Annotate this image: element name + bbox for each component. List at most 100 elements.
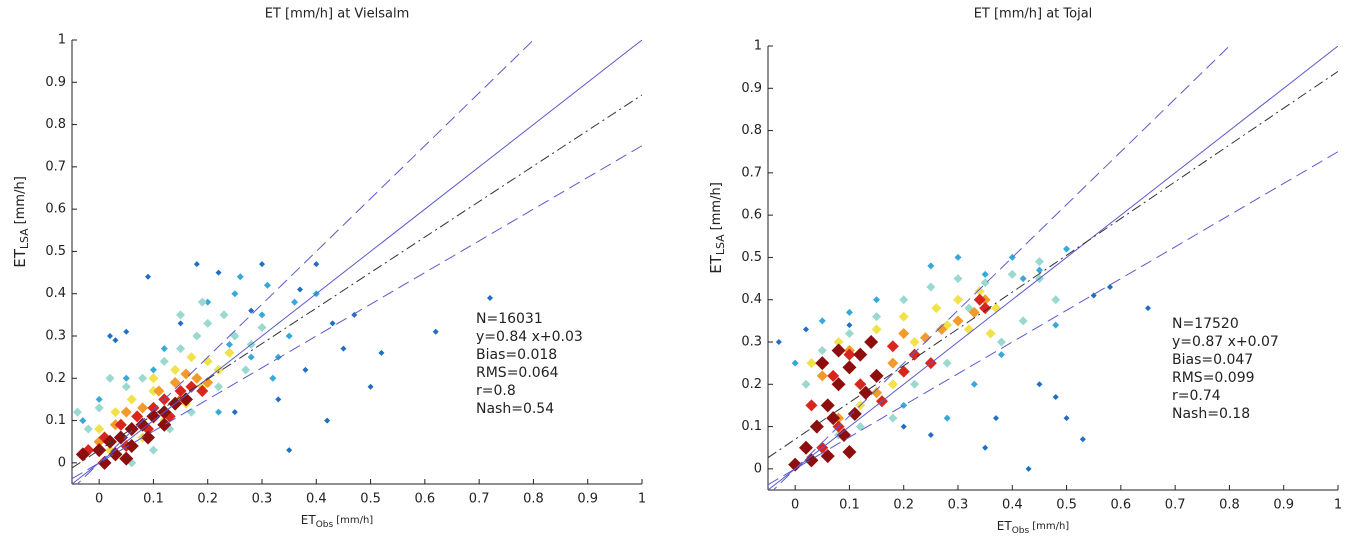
x-tick-label: 0.6 [415,492,436,507]
scatter-point [952,315,964,327]
scatter-point [993,415,999,422]
chart-title: ET [mm/h] at Vielsalm [265,7,410,22]
scatter-point [174,384,187,397]
scatter-point [215,269,222,276]
scatter-point [831,377,846,392]
stats-annotation: RMS=0.099 [1172,370,1255,386]
scatter-point [871,387,883,399]
scatter-point [886,340,899,353]
fit-line [72,40,642,484]
x-tick-label: 0.4 [1002,498,1023,513]
scatter-point [873,296,881,304]
scatter-point [127,458,137,468]
y-tick-label: 0.8 [741,123,762,138]
scatter-point [803,326,809,333]
chart-title: ET [mm/h] at Tojal [974,7,1093,22]
scatter-point [954,253,962,261]
x-tick-label: 0.4 [306,492,327,507]
scatter-point [847,406,862,421]
x-tick-label: 0 [791,498,799,513]
scatter-point [119,451,134,466]
scatter-point [302,366,309,373]
scatter-point [236,273,244,281]
scatter-point [97,455,112,470]
y-label-unit: [mm/h] [709,182,724,230]
x-tick-label: 0.1 [143,492,164,507]
scatter-point [193,261,200,268]
scatter-point [943,414,951,422]
x-tick-label: 0 [95,492,103,507]
scatter-point [203,318,213,328]
scatter-point [313,261,320,268]
scatter-point [202,377,214,389]
scatter-point [979,302,992,315]
stats-annotation: Bias=0.018 [476,347,557,363]
scatter-point [968,306,980,318]
scatter-point [1063,245,1071,253]
scatter-point [927,432,934,439]
scatter-point [145,273,151,280]
scatter-point [263,281,271,289]
scatter-point [1034,257,1044,267]
x-tick-label: 1 [1334,498,1342,513]
scatter-point [192,331,202,341]
scatter-point [1019,275,1027,283]
scatter-point [833,337,844,347]
scatter-point [297,286,303,293]
scatter-point [126,394,137,405]
scatter-point [215,408,223,416]
scatter-point [257,323,267,333]
fit-line [76,40,535,484]
scatter-point [286,447,293,454]
scatter-point [844,329,854,339]
x-axis-label: ETObs [mm/h] [997,519,1070,536]
scatter-point [258,311,266,319]
stats-annotation: Nash=0.18 [1172,406,1250,422]
scatter-point [329,320,336,327]
scatter-point [121,382,131,392]
stats-annotation: y=0.87 x+0.07 [1172,334,1279,350]
scatter-point [224,347,235,358]
scatter-point [114,418,127,431]
y-tick-label: 0.2 [741,377,762,392]
scatter-point [94,403,104,413]
scatter-point [775,339,782,345]
scatter-point [909,337,920,347]
scatter-point [1036,381,1043,388]
scatter-point [120,406,132,418]
x-tick-label: 0.2 [197,492,218,507]
scatter-point [1145,305,1151,312]
scatter-point [970,380,978,388]
scatter-point [1079,436,1086,443]
y-tick-label: 0.6 [741,208,762,223]
stats-annotation: r=0.74 [1172,388,1221,404]
x-label-sub: Obs [1012,526,1030,536]
scatter-point [805,399,818,412]
scatter-point [137,402,149,414]
scatter-point [241,365,251,375]
scatter-point [974,286,985,297]
scatter-point [107,333,113,339]
scatter-point [899,295,909,305]
scatter-point [157,417,172,432]
scatter-point [148,445,158,455]
y-tick-label: 0.1 [45,413,66,428]
scatter-point [340,345,347,352]
x-tick-label: 0.8 [1219,498,1240,513]
y-tick-label: 0 [754,461,762,476]
x-label-main: ET [301,513,317,527]
scatter-point [843,348,856,361]
scatter-point [931,303,942,314]
scatter-point [378,349,385,356]
scatter-point [1052,393,1059,400]
y-tick-label: 1 [754,39,762,54]
scatter-point [177,320,184,327]
scatter-point [135,417,150,432]
scatter-point [963,324,974,335]
scatter-point [898,328,910,340]
scatter-point [826,411,841,426]
scatter-point [973,293,986,306]
y-tick-label: 0.4 [741,292,762,307]
scatter-point [248,307,255,314]
